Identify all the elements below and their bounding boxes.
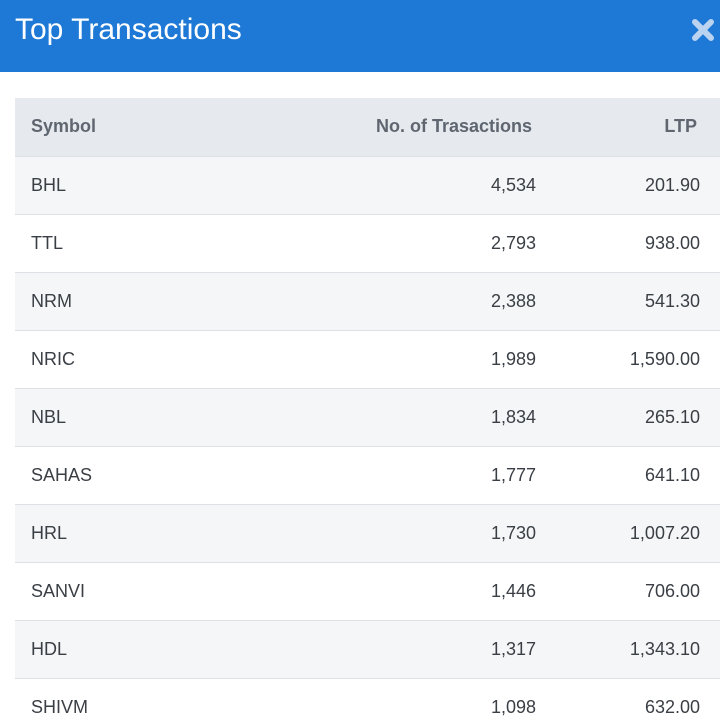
cell-symbol: SAHAS [31,464,93,485]
modal-title: Top Transactions [15,13,242,46]
cell-transactions: 1,446 [490,580,536,601]
table-row[interactable]: NRM 2,388 541.30 [15,272,720,330]
table-row[interactable]: SHIVM 1,098 632.00 [15,678,720,721]
cell-symbol: SANVI [31,580,86,601]
cell-transactions: 1,777 [490,464,536,485]
cell-ltp: 938.00 [644,232,700,253]
cell-symbol: BHL [31,174,67,195]
table-row[interactable]: TTL 2,793 938.00 [15,214,720,272]
table-row[interactable]: SANVI 1,446 706.00 [15,562,720,620]
cell-transactions: 1,317 [490,638,536,659]
cell-ltp: 632.00 [644,696,700,717]
close-button[interactable] [690,17,716,43]
table-row[interactable]: NBL 1,834 265.10 [15,388,720,446]
cell-ltp: 641.10 [644,464,700,485]
cell-symbol: SHIVM [31,696,89,717]
transactions-table-container: Symbol No. of Trasactions LTP BHL 4,534 20… [15,98,720,721]
table-row[interactable]: NRIC 1,989 1,590.00 [15,330,720,388]
modal-header: Top Transactions [0,0,720,72]
table-row[interactable]: HRL 1,730 1,007.20 [15,504,720,562]
cell-symbol: TTL [31,232,64,253]
cell-symbol: NRM [31,290,72,311]
cell-ltp: 1,343.10 [629,638,700,659]
cell-transactions: 1,098 [490,696,536,717]
cell-symbol: HDL [31,638,68,659]
table-header: Symbol No. of Trasactions LTP [15,98,720,156]
cell-transactions: 1,989 [490,348,536,369]
close-x-icon[interactable] [690,17,716,43]
column-header-ltp[interactable]: LTP [664,116,697,137]
table-body: BHL 4,534 201.90 TTL 2,793 938.00 NRM 2,388 541.… [15,156,720,721]
cell-transactions: 1,834 [490,406,536,427]
cell-transactions: 1,730 [490,522,536,543]
cell-ltp: 265.10 [644,406,700,427]
cell-transactions: 2,388 [490,290,536,311]
cell-transactions: 2,793 [490,232,536,253]
table-row[interactable]: SAHAS 1,777 641.10 [15,446,720,504]
table-row[interactable]: HDL 1,317 1,343.10 [15,620,720,678]
table-row[interactable]: BHL 4,534 201.90 [15,156,720,214]
cell-symbol: NRIC [31,348,75,369]
cell-symbol: NBL [31,406,67,427]
cell-symbol: HRL [31,522,68,543]
column-header-symbol[interactable]: Symbol [31,116,97,137]
cell-transactions: 4,534 [490,174,536,195]
cell-ltp: 1,590.00 [629,348,700,369]
cell-ltp: 706.00 [644,580,700,601]
cell-ltp: 541.30 [644,290,700,311]
header-row: Symbol No. of Trasactions LTP [15,98,720,156]
cell-ltp: 1,007.20 [629,522,700,543]
column-header-transactions[interactable]: No. of Trasactions [375,116,532,137]
transactions-table: Symbol No. of Trasactions LTP BHL 4,534 20… [15,98,720,721]
cell-ltp: 201.90 [644,174,700,195]
